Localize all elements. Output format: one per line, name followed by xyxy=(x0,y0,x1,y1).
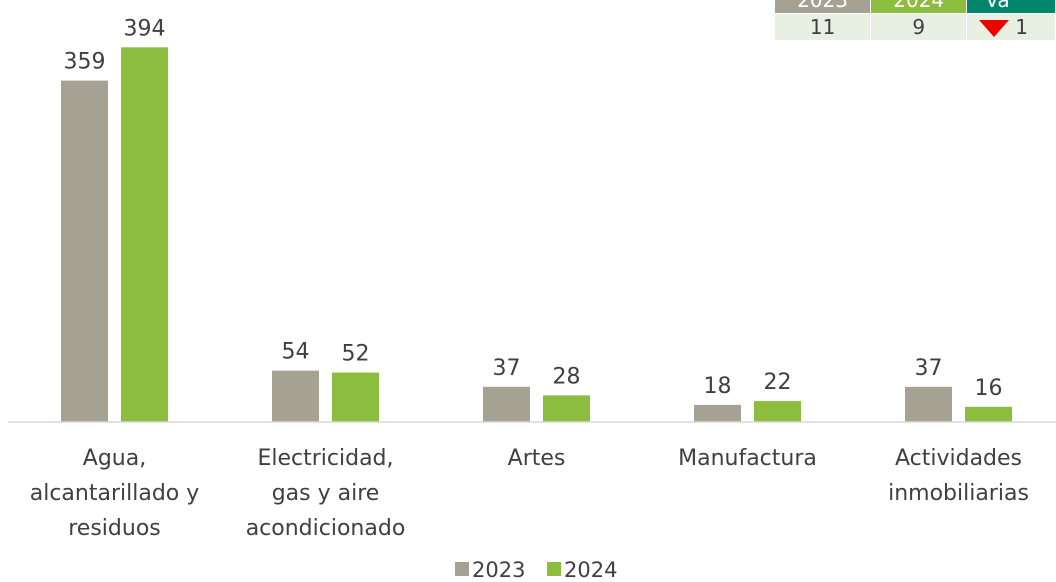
legend: 2023 2024 xyxy=(455,558,617,582)
bar-2023-4 xyxy=(905,386,952,422)
bar-2023-3 xyxy=(694,404,741,422)
down-triangle-icon xyxy=(979,20,1010,37)
category-label-4: Actividades inmobiliarias xyxy=(888,446,1029,506)
bar-2023-2 xyxy=(483,386,530,422)
value-labels-group: 359 394 54 52 37 28 18 22 37 16 xyxy=(64,16,1003,400)
bar-2024-4 xyxy=(965,406,1012,422)
value-label-2024-2: 28 xyxy=(553,364,581,389)
summary-table: 2023 2024 Va 11 9 1 xyxy=(773,0,1056,41)
value-label-2023-3: 18 xyxy=(704,374,732,399)
header-2023-cell: 2023 xyxy=(773,0,872,14)
bar-2024-2 xyxy=(543,395,590,422)
value-label-2024-1: 52 xyxy=(342,342,370,367)
bar-2024-1 xyxy=(332,372,379,422)
value-label-2024-3: 22 xyxy=(764,370,792,395)
bar-2024-0 xyxy=(121,47,168,422)
header-variation-cell: Va xyxy=(966,0,1056,14)
bar-2023-1 xyxy=(272,370,319,422)
value-label-2024-4: 16 xyxy=(975,376,1003,401)
category-labels-group: Agua, alcantarillado y residuos Electricida… xyxy=(30,446,1029,541)
legend-swatch-2023 xyxy=(455,562,469,576)
bars-group xyxy=(61,47,1012,422)
value-label-2023-1: 54 xyxy=(282,340,310,365)
legend-label-2024: 2024 xyxy=(564,558,617,582)
category-label-1: Electricidad, gas y aire acondicionado xyxy=(246,446,406,541)
variation-value: 1 xyxy=(1015,15,1029,39)
category-label-0: Agua, alcantarillado y residuos xyxy=(30,446,200,541)
value-label-2023-2: 37 xyxy=(493,356,521,381)
bar-2024-3 xyxy=(754,401,801,422)
value-label-2024-0: 394 xyxy=(124,16,166,41)
legend-swatch-2024 xyxy=(547,562,561,576)
summary-table-data-row: 11 9 1 xyxy=(773,13,1056,41)
bar-2023-0 xyxy=(61,80,108,422)
variation-cell: 1 xyxy=(966,13,1056,41)
category-label-2: Artes xyxy=(508,446,566,471)
summary-table-header-row: 2023 2024 Va xyxy=(773,0,1056,14)
value-2023-cell: 11 xyxy=(773,13,872,41)
legend-label-2023: 2023 xyxy=(472,558,525,582)
header-2024-cell: 2024 xyxy=(870,0,968,14)
value-label-2023-4: 37 xyxy=(915,356,943,381)
value-label-2023-0: 359 xyxy=(64,50,106,75)
category-label-3: Manufactura xyxy=(678,446,817,471)
value-2024-cell: 9 xyxy=(870,13,968,41)
